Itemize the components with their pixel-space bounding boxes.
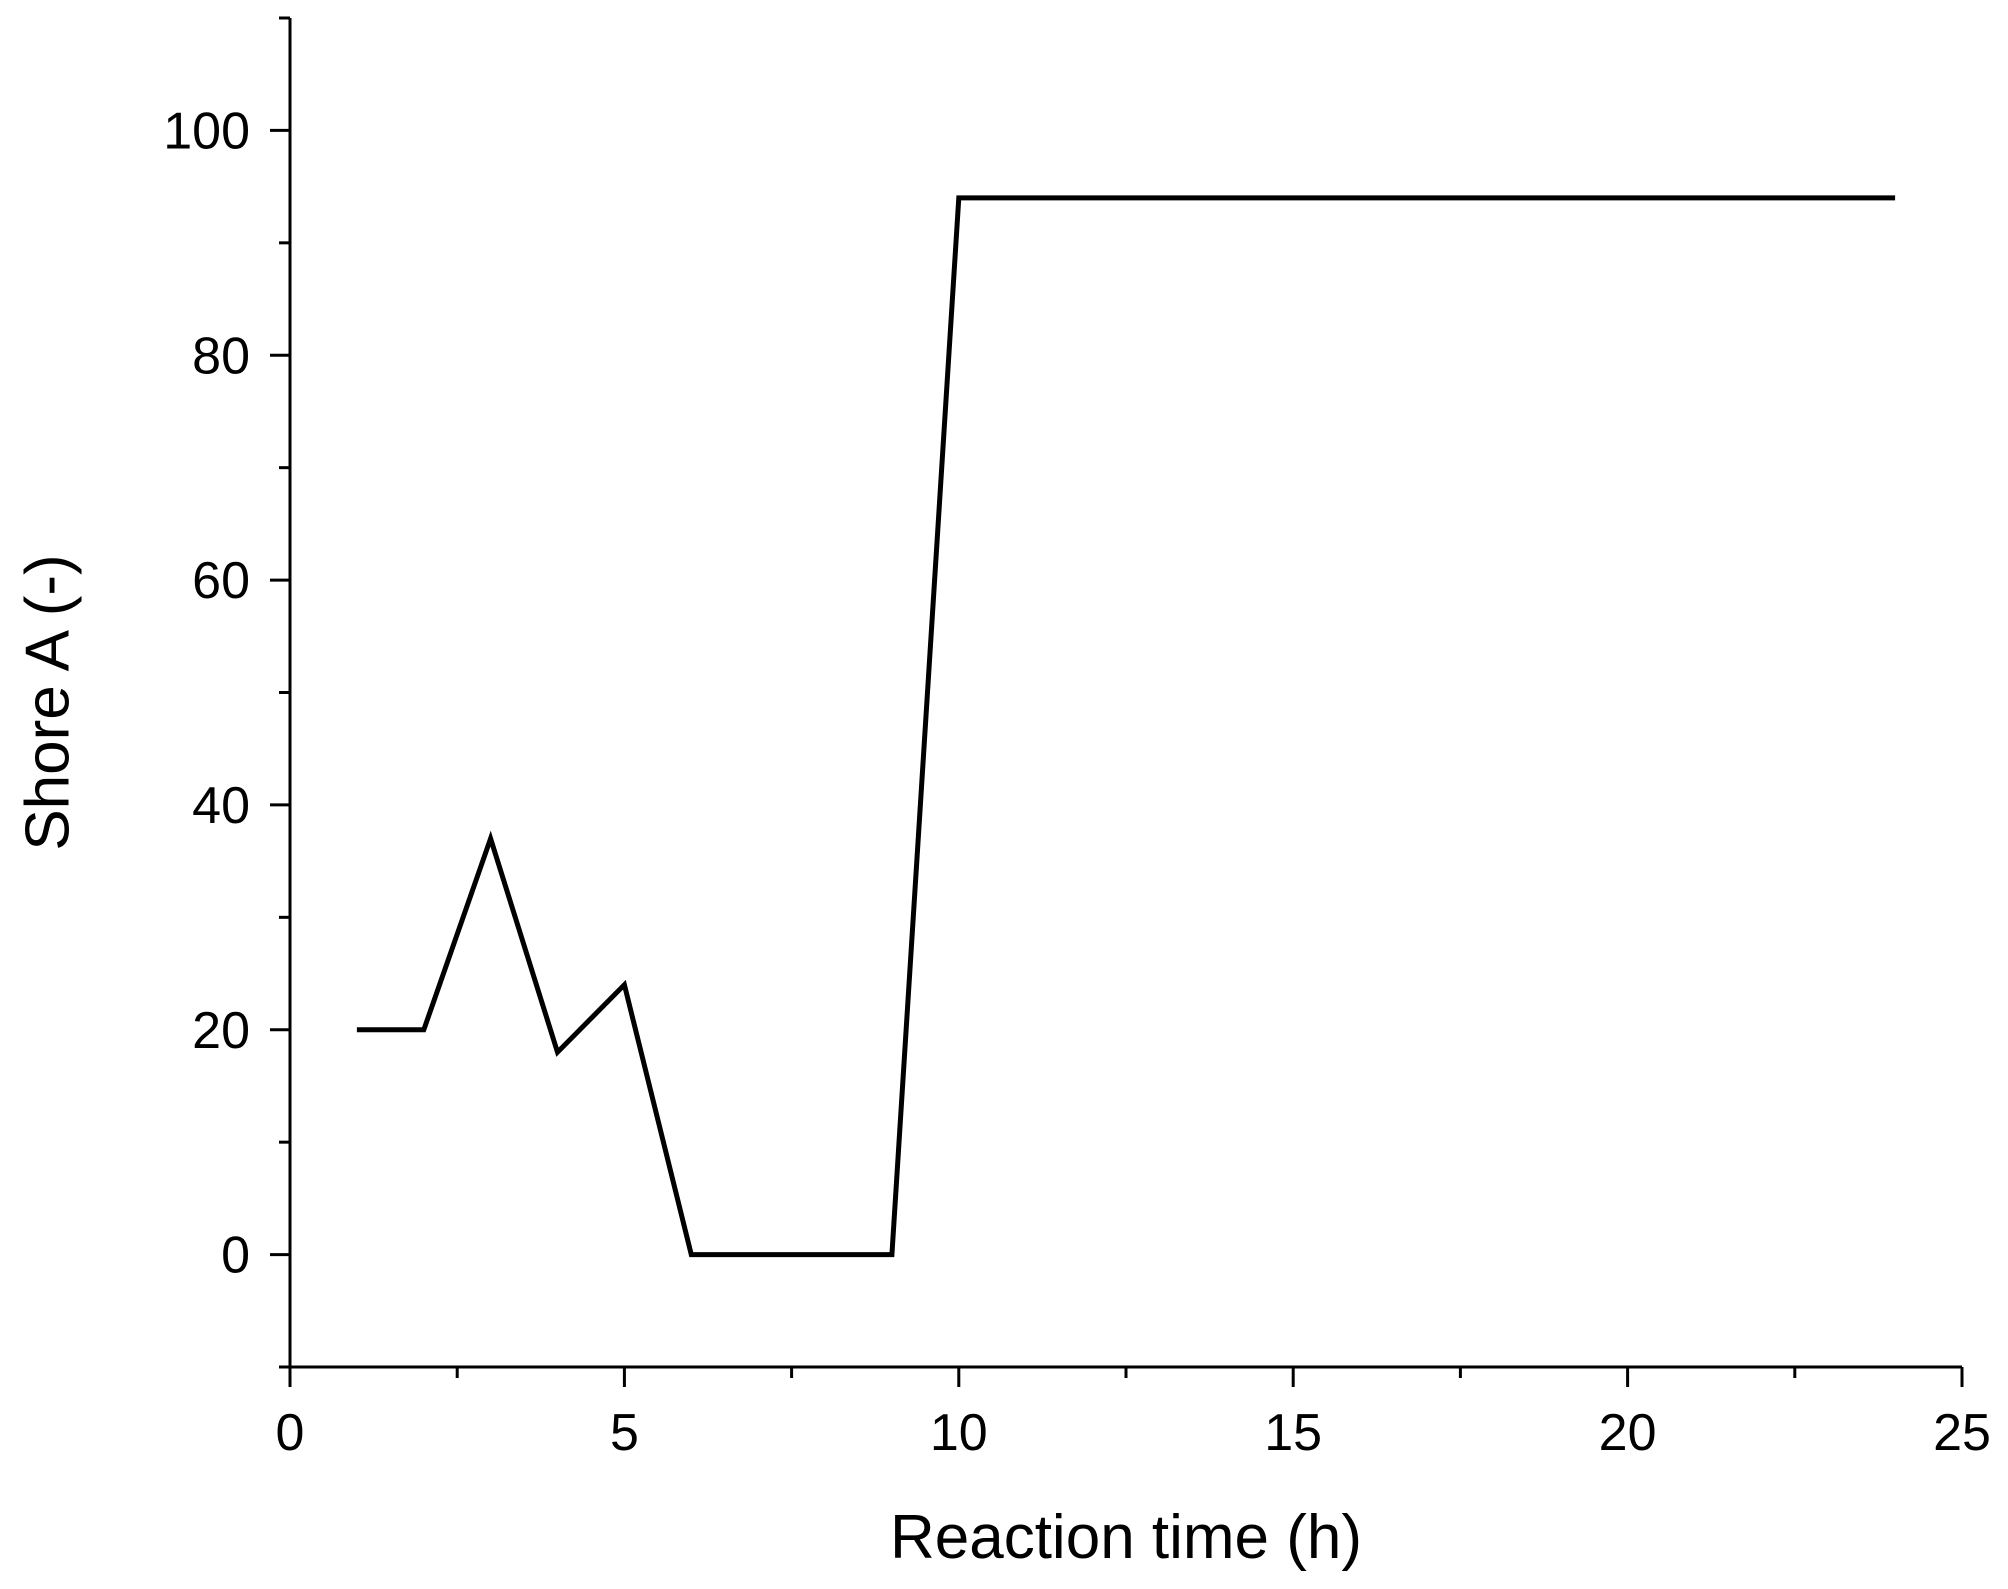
series-layer: [356, 195, 1896, 1258]
y-tick-label: 100: [163, 102, 250, 160]
axes: [288, 18, 1962, 1369]
y-tick-label: 40: [192, 777, 250, 835]
x-axis-ticks: 0 5 10 15 20 25: [276, 1367, 1991, 1462]
x-tick-label: 25: [1933, 1404, 1991, 1462]
x-tick-label: 0: [276, 1404, 305, 1462]
x-tick-label: 10: [930, 1404, 988, 1462]
x-tick-label: 20: [1599, 1404, 1657, 1462]
x-tick-label: 5: [610, 1404, 639, 1462]
series-line-1: [356, 195, 1896, 1258]
y-axis-title: Shore A (-): [14, 554, 83, 850]
x-tick-label: 15: [1264, 1404, 1322, 1462]
y-tick-label: 80: [192, 327, 250, 385]
x-axis-title: Reaction time (h): [890, 1503, 1362, 1572]
y-tick-label: 60: [192, 552, 250, 610]
y-tick-label: 20: [192, 1002, 250, 1060]
y-axis-ticks: 0 20 40 60 80 100: [163, 16, 290, 1369]
y-tick-label: 0: [221, 1227, 250, 1285]
